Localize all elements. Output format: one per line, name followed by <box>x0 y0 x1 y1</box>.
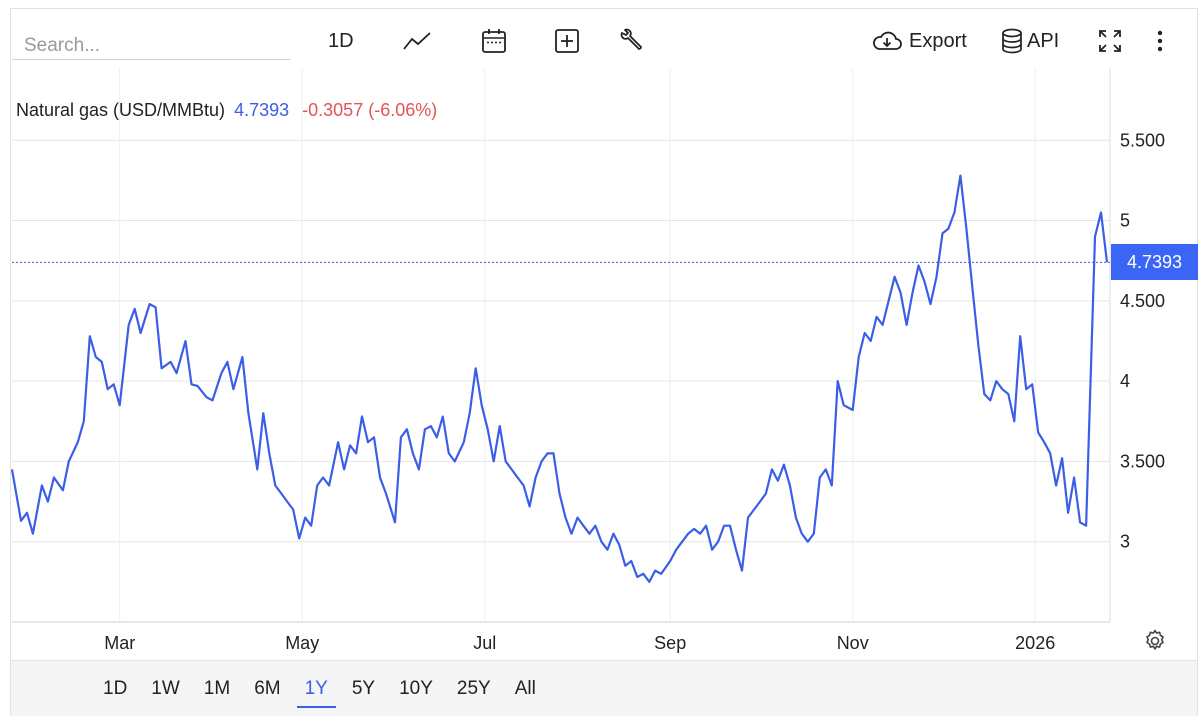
wrench-icon <box>620 28 642 50</box>
range-1m[interactable]: 1M <box>203 678 231 699</box>
chart-settings-button[interactable] <box>1142 628 1168 659</box>
legend-last-value: 4.7393 <box>234 100 290 120</box>
y-tick-label: 3.500 <box>1120 451 1165 471</box>
date-range-button[interactable] <box>480 24 508 58</box>
fullscreen-icon <box>1099 30 1121 52</box>
x-tick-label: 2026 <box>1015 633 1055 653</box>
range-5y[interactable]: 5Y <box>351 678 376 699</box>
range-1w[interactable]: 1W <box>151 678 180 699</box>
chart-type-button[interactable] <box>402 24 432 58</box>
range-all[interactable]: All <box>514 678 536 699</box>
range-25y[interactable]: 25Y <box>456 678 491 699</box>
x-tick-label: Sep <box>654 633 686 653</box>
gear-icon <box>1146 629 1164 650</box>
x-tick-label: Nov <box>837 633 869 653</box>
tools-button[interactable] <box>618 24 644 58</box>
y-tick-label: 3 <box>1120 532 1130 552</box>
calendar-icon <box>482 29 506 53</box>
api-button[interactable]: API <box>1001 24 1059 58</box>
fullscreen-button[interactable] <box>1097 24 1123 58</box>
last-price-tag: 4.7393 <box>1111 244 1198 281</box>
interval-label: 1D <box>328 29 354 52</box>
y-tick-label: 5 <box>1120 211 1130 231</box>
api-label: API <box>1027 29 1060 52</box>
more-vertical-icon <box>1157 30 1163 52</box>
range-1y[interactable]: 1Y <box>293 661 340 716</box>
legend-series-name: Natural gas (USD/MMBtu) <box>16 100 226 120</box>
x-tick-label: Jul <box>473 633 496 653</box>
range-10y[interactable]: 10Y <box>399 678 433 699</box>
y-tick-label: 4.500 <box>1120 291 1165 311</box>
export-label: Export <box>909 29 967 52</box>
export-button[interactable]: Export <box>871 24 967 58</box>
more-menu-button[interactable] <box>1152 24 1168 58</box>
compare-button[interactable] <box>554 24 580 58</box>
interval-button[interactable]: 1D <box>328 24 354 58</box>
x-tick-label: Mar <box>104 633 135 653</box>
range-6m[interactable]: 6M <box>254 678 281 699</box>
plus-box-icon <box>555 29 579 53</box>
y-tick-label: 4 <box>1120 371 1130 391</box>
chart-legend: Natural gas (USD/MMBtu) 4.7393 -0.3057 (… <box>16 100 437 121</box>
search-input[interactable] <box>12 28 290 60</box>
range-1d[interactable]: 1D <box>103 678 128 699</box>
line-chart-icon <box>403 32 431 50</box>
x-tick-label: May <box>285 633 319 653</box>
series-line-natural-gas <box>10 174 1109 584</box>
range-selector: 1D 1W 1M 6M 1Y 5Y 10Y 25Y All <box>91 661 548 716</box>
cloud-download-icon <box>873 31 902 50</box>
legend-change: -0.3057 (-6.06%) <box>302 100 438 120</box>
range-bar: 1D 1W 1M 6M 1Y 5Y 10Y 25Y All <box>11 660 1197 716</box>
y-tick-label: 5.500 <box>1120 130 1165 150</box>
database-icon <box>1002 28 1022 54</box>
